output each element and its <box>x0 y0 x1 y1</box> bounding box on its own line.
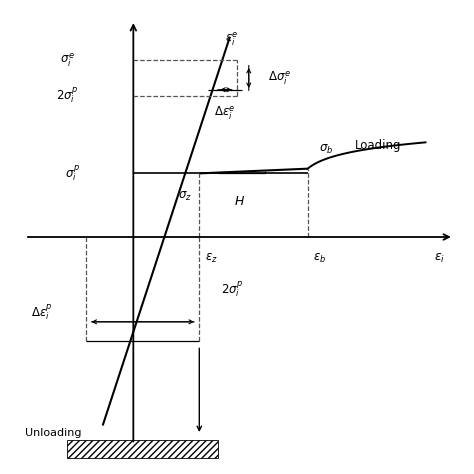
Text: $2\sigma_i^p$: $2\sigma_i^p$ <box>221 279 244 299</box>
Text: $\varepsilon_z$: $\varepsilon_z$ <box>205 252 218 265</box>
Text: $\Delta\sigma_i^e$: $\Delta\sigma_i^e$ <box>268 69 291 87</box>
Text: Unloading: Unloading <box>25 428 82 438</box>
Text: $\Delta\varepsilon_i^p$: $\Delta\varepsilon_i^p$ <box>31 302 53 322</box>
Text: $2\sigma_i^p$: $2\sigma_i^p$ <box>56 86 79 106</box>
Text: $\varepsilon_i$: $\varepsilon_i$ <box>434 252 445 265</box>
Bar <box>67 439 218 458</box>
Text: $\sigma_i^p$: $\sigma_i^p$ <box>64 164 80 183</box>
Text: $\varepsilon_i^e$: $\varepsilon_i^e$ <box>226 30 239 48</box>
Text: $\sigma_z$: $\sigma_z$ <box>178 191 192 203</box>
Text: $H$: $H$ <box>234 195 245 208</box>
Text: Loading: Loading <box>355 138 401 152</box>
Text: $\Delta\varepsilon_i^e$: $\Delta\varepsilon_i^e$ <box>214 104 236 122</box>
Text: $\varepsilon_b$: $\varepsilon_b$ <box>313 252 326 265</box>
Text: $\sigma_b$: $\sigma_b$ <box>319 143 334 156</box>
Text: $\sigma_i^e$: $\sigma_i^e$ <box>60 52 75 69</box>
